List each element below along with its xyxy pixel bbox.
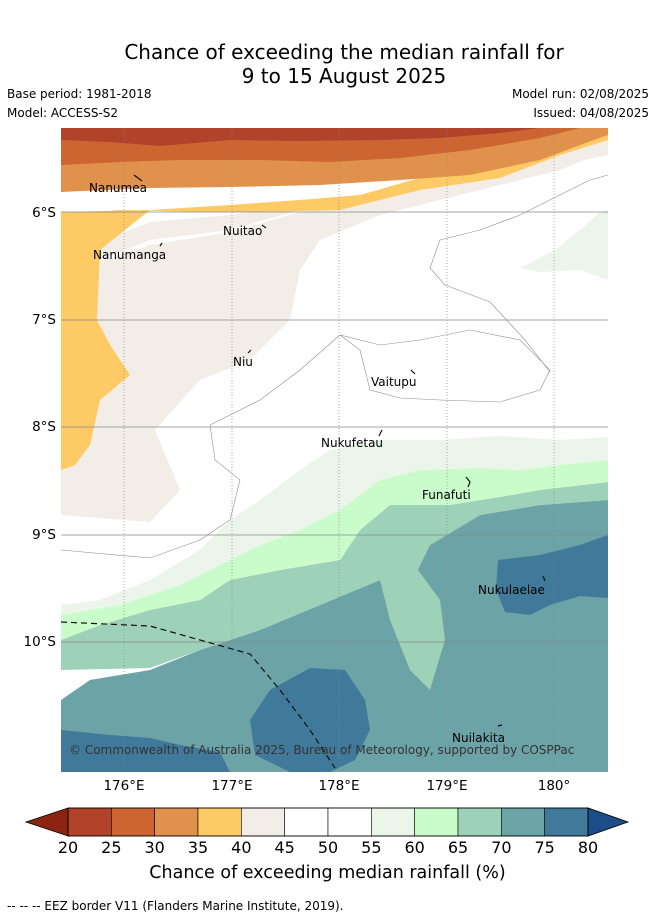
place-nukufetau: Nukufetau [321, 436, 384, 450]
colorbar-segment [371, 807, 415, 837]
place-nuitao: Nuitao [223, 224, 263, 238]
colorbar-tick-label: 45 [274, 838, 295, 857]
title-line-1: Chance of exceeding the median rainfall … [124, 40, 564, 64]
band-55-60-north-east [520, 210, 608, 280]
place-niu: Niu [233, 355, 253, 369]
issued-date: Issued: 04/08/2025 [533, 106, 649, 120]
band-35-40-west [61, 210, 150, 470]
colorbar-min-arrow [24, 807, 69, 837]
lon-label-177e: 177°E [211, 778, 253, 794]
graticule [61, 128, 608, 772]
lon-label-179e: 179°E [426, 778, 468, 794]
colorbar-segment [154, 807, 199, 837]
model-name: Model: ACCESS-S2 [7, 106, 119, 120]
copyright-credit: © Commonwealth of Australia 2025, Bureau… [69, 743, 575, 757]
colorbar-segment [501, 807, 545, 837]
colorbar-tick-label: 30 [144, 838, 165, 857]
colorbar-tick-label: 65 [447, 838, 469, 857]
place-funafuti: Funafuti [422, 488, 471, 502]
island-marks [133, 174, 546, 727]
place-nukulaelae: Nukulaelae [478, 583, 545, 597]
colorbar-segment [327, 807, 372, 837]
colorbar-tick-label: 20 [57, 838, 79, 857]
band-20-25 [61, 128, 540, 146]
colorbar-segment [67, 807, 112, 837]
lat-label-6s: 6°S [32, 205, 56, 221]
colorbar-segment [241, 807, 285, 837]
eez-note: -- -- -- EEZ border V11 (Flanders Marine… [7, 899, 344, 913]
colorbar-tick-label: 70 [491, 838, 512, 857]
colorbar-tick-label: 25 [101, 838, 122, 857]
colorbar-tick-label: 75 [534, 838, 555, 857]
colorbar-max-arrow [587, 807, 630, 837]
colorbar-segment [197, 807, 242, 837]
model-run: Model run: 02/08/2025 [511, 87, 649, 101]
lon-label-176e: 176°E [103, 778, 145, 794]
band-55-60 [61, 436, 608, 615]
place-nuilakita: Nuilakita [452, 731, 505, 745]
colorbar-segment [414, 807, 459, 837]
lon-label-178e: 178°E [318, 778, 360, 794]
title-line-2: 9 to 15 August 2025 [241, 64, 447, 88]
colorbar-tick-label: 35 [187, 838, 209, 857]
band-60-65 [61, 460, 608, 640]
place-nanumanga: Nanumanga [93, 248, 167, 262]
band-70-75 [61, 500, 608, 772]
contour-lines [61, 174, 608, 559]
band-75-80-centre [250, 668, 370, 772]
place-nanumea: Nanumea [89, 181, 147, 195]
lat-label-8s: 8°S [32, 419, 56, 435]
place-vaitupu: Vaitupu [371, 375, 417, 389]
probability-map [61, 128, 608, 772]
base-period: Base period: 1981-2018 [7, 87, 152, 101]
lat-label-10s: 10°S [23, 634, 57, 650]
band-40-45-inland [61, 140, 608, 522]
colorbar-tick-label: 50 [317, 838, 339, 857]
map-title: Chance of exceeding the median rainfall … [0, 40, 655, 88]
band-75-80-east [496, 535, 608, 615]
eez-border-line [61, 621, 336, 769]
colorbar-tick-label: 60 [404, 838, 425, 857]
colorbar-segment [284, 807, 329, 837]
colorbar-tick-label: 80 [577, 838, 599, 857]
colorbar-segment [457, 807, 502, 837]
colorbar-tick-label: 40 [231, 838, 252, 857]
band-65-70 [61, 482, 608, 670]
colorbar-segment [111, 807, 155, 837]
colorbar-label: Chance of exceeding median rainfall (%) [149, 863, 506, 883]
colorbar [24, 807, 630, 837]
lon-label-180: 180° [537, 778, 571, 794]
colorbar-tick-label: 55 [361, 838, 382, 857]
lat-label-9s: 9°S [32, 527, 56, 543]
colorbar-segment [544, 807, 589, 837]
band-35-40 [61, 128, 608, 215]
lat-label-7s: 7°S [32, 312, 56, 328]
band-75-80-south-west [61, 730, 230, 772]
